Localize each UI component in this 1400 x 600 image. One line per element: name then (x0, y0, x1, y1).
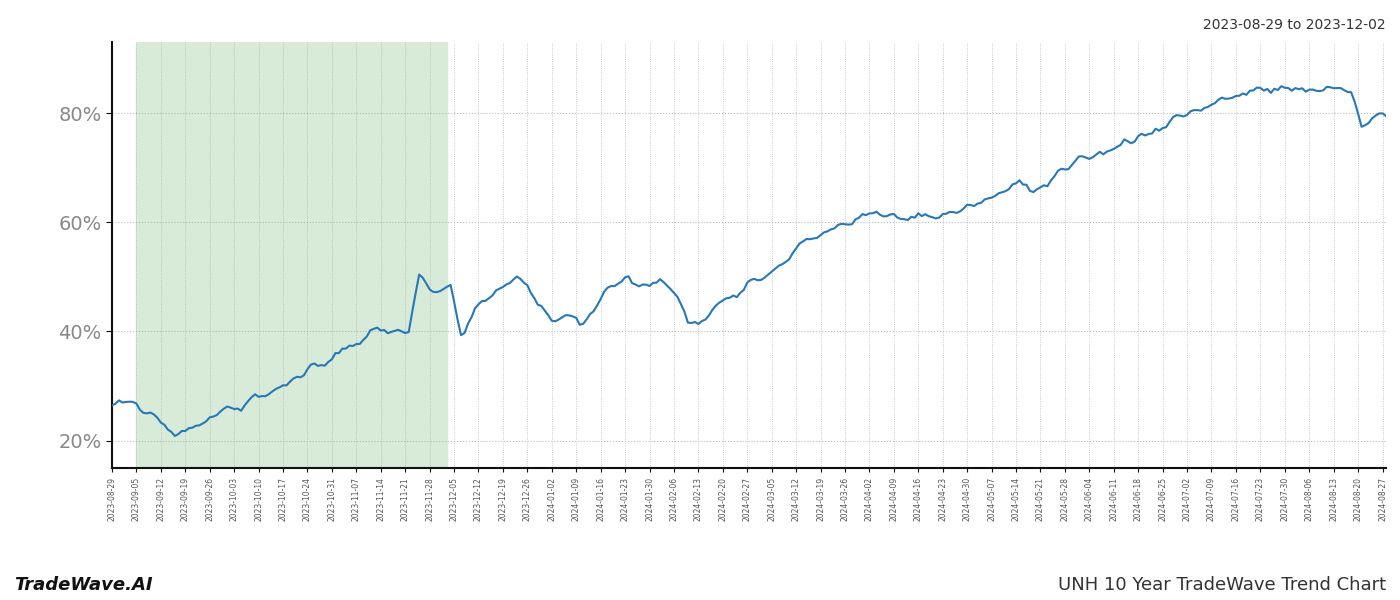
Text: UNH 10 Year TradeWave Trend Chart: UNH 10 Year TradeWave Trend Chart (1058, 576, 1386, 594)
Text: 2023-08-29 to 2023-12-02: 2023-08-29 to 2023-12-02 (1204, 18, 1386, 32)
Text: TradeWave.AI: TradeWave.AI (14, 576, 153, 594)
Bar (136, 42, 447, 468)
